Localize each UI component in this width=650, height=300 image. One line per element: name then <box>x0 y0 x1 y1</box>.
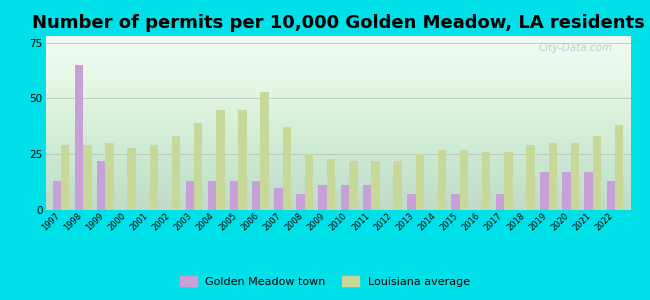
Bar <box>407 194 415 210</box>
Bar <box>230 181 239 210</box>
Bar <box>393 161 402 210</box>
Bar <box>363 185 371 210</box>
Bar <box>562 172 571 210</box>
Bar <box>318 185 327 210</box>
Bar <box>526 145 535 210</box>
Bar <box>53 181 61 210</box>
Bar <box>97 161 105 210</box>
Bar <box>150 145 158 210</box>
Bar <box>75 65 83 210</box>
Bar <box>83 145 92 210</box>
Bar <box>549 143 557 210</box>
Bar <box>496 194 504 210</box>
Bar <box>208 181 216 210</box>
Bar <box>615 125 623 210</box>
Bar <box>305 154 313 210</box>
Bar <box>460 150 468 210</box>
Bar <box>274 188 283 210</box>
Bar <box>216 110 224 210</box>
Bar <box>239 110 247 210</box>
Bar <box>127 148 136 210</box>
Legend: Golden Meadow town, Louisiana average: Golden Meadow town, Louisiana average <box>176 272 474 291</box>
Bar <box>194 123 202 210</box>
Bar <box>371 161 380 210</box>
Bar <box>327 159 335 210</box>
Bar <box>349 161 358 210</box>
Bar <box>61 145 70 210</box>
Bar <box>584 172 593 210</box>
Bar <box>540 172 549 210</box>
Bar <box>105 143 114 210</box>
Bar <box>185 181 194 210</box>
Bar <box>261 92 269 210</box>
Bar <box>571 143 579 210</box>
Bar <box>252 181 261 210</box>
Bar <box>482 152 491 210</box>
Bar <box>437 150 446 210</box>
Text: City-Data.com: City-Data.com <box>539 43 613 53</box>
Bar <box>341 185 349 210</box>
Bar <box>283 128 291 210</box>
Bar <box>504 152 513 210</box>
Bar <box>296 194 305 210</box>
Bar <box>452 194 460 210</box>
Bar <box>593 136 601 210</box>
Bar <box>415 154 424 210</box>
Bar <box>172 136 180 210</box>
Bar <box>606 181 615 210</box>
Title: Number of permits per 10,000 Golden Meadow, LA residents: Number of permits per 10,000 Golden Mead… <box>32 14 644 32</box>
